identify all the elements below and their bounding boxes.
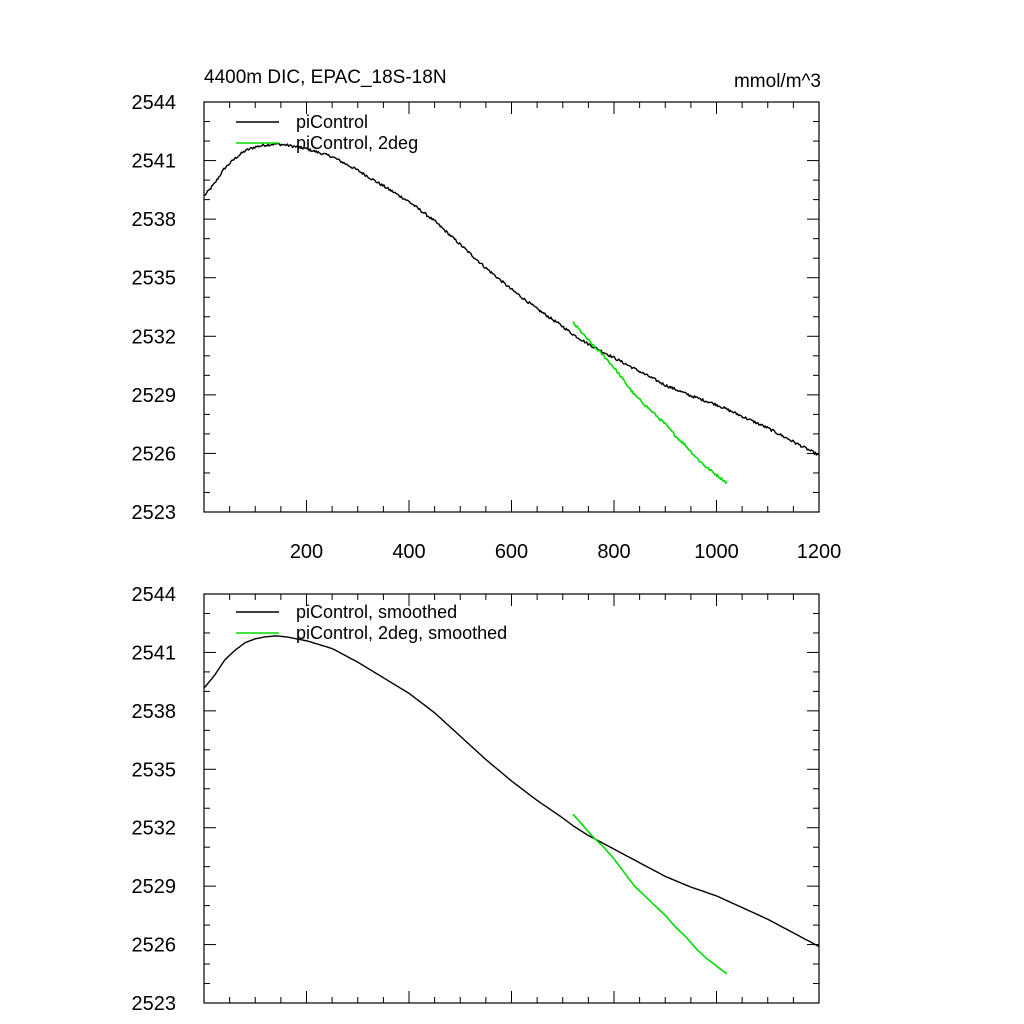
legend-label: piControl, smoothed: [296, 602, 457, 622]
series-line-picontrol-2deg: [572, 813, 728, 975]
y-tick-label: 2532: [132, 326, 177, 348]
x-tick-label: 600: [495, 541, 528, 563]
x-tick-label: 400: [392, 541, 425, 563]
y-tick-label: 2544: [132, 584, 177, 606]
y-tick-label: 2523: [132, 993, 177, 1015]
y-tick-label: 2526: [132, 935, 177, 957]
y-tick-label: 2541: [132, 642, 177, 664]
series-line-picontrol: [204, 142, 820, 456]
y-tick-label: 2529: [132, 385, 177, 407]
legend-label: piControl, 2deg, smoothed: [296, 623, 507, 643]
x-tick-label: 1000: [694, 541, 739, 563]
y-tick-label: 2523: [132, 502, 177, 524]
y-tick-label: 2538: [132, 701, 177, 723]
x-tick-label: 200: [290, 541, 323, 563]
y-tick-label: 2541: [132, 151, 177, 173]
series-line-picontrol-2deg: [572, 321, 728, 484]
x-tick-label: 800: [597, 541, 630, 563]
y-tick-label: 2544: [132, 92, 177, 114]
series-line-picontrol: [203, 635, 820, 948]
legend-label: piControl: [296, 112, 368, 132]
y-tick-label: 2526: [132, 443, 177, 465]
units-label: mmol/m^3: [734, 71, 821, 92]
chart-title: 4400m DIC, EPAC_18S-18N: [204, 67, 447, 88]
y-tick-label: 2532: [132, 818, 177, 840]
y-tick-label: 2538: [132, 209, 177, 231]
y-tick-label: 2535: [132, 759, 177, 781]
upper-panel: 2523 2526 2529 2532 2535 2538 2541 2544 200 400 60…: [132, 92, 842, 563]
lower-panel: 2523 2526 2529 2532 2535 2538 2541 2544 piContro…: [132, 584, 820, 1015]
x-tick-label: 1200: [797, 541, 842, 563]
legend-label: piControl, 2deg: [296, 133, 418, 153]
y-tick-label: 2535: [132, 268, 177, 290]
y-tick-label: 2529: [132, 876, 177, 898]
